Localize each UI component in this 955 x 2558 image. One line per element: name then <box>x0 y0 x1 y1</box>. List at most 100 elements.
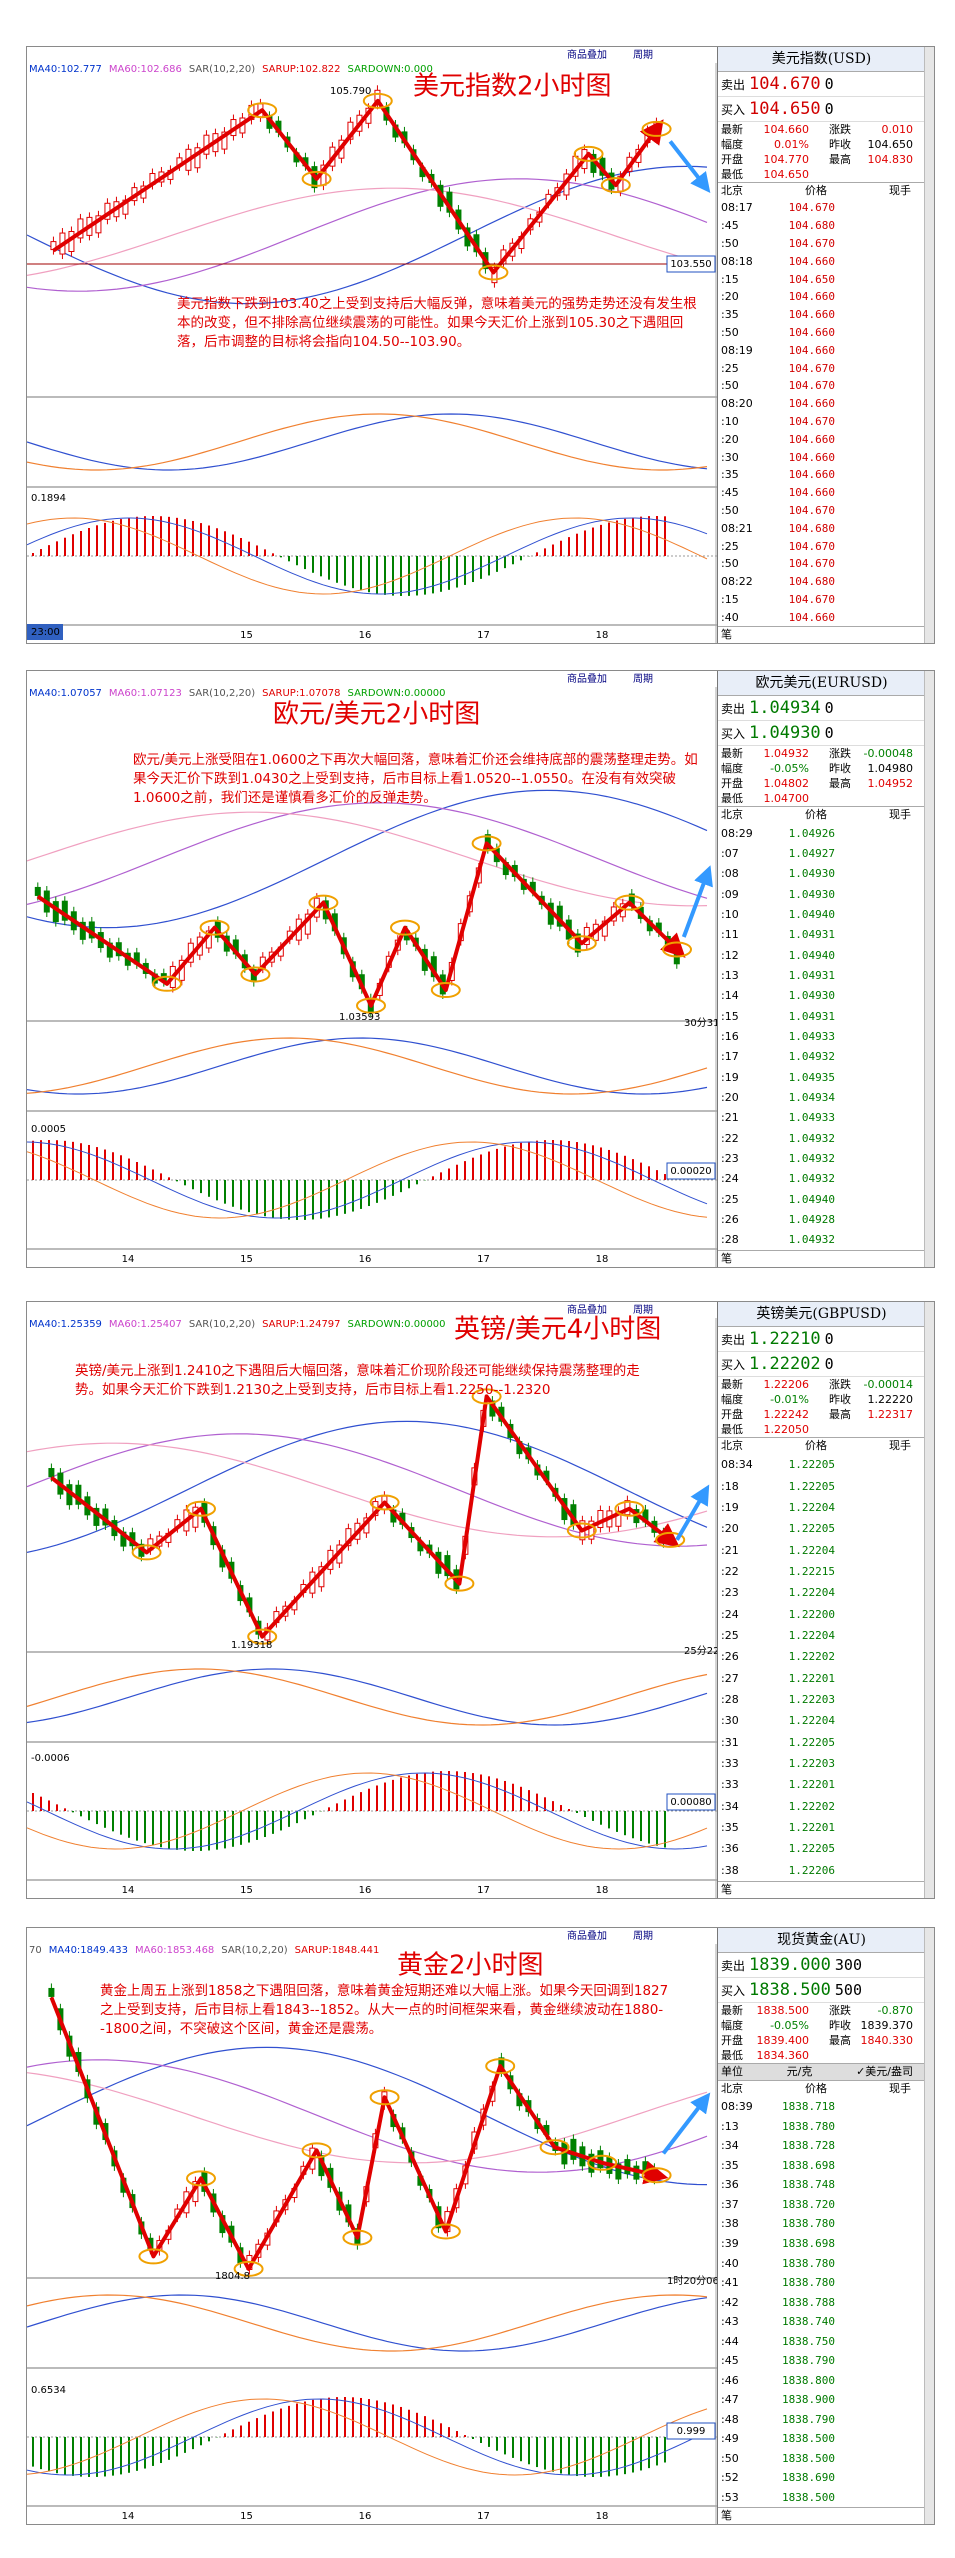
trade-price: 1.22201 <box>788 1778 835 1792</box>
unit-option[interactable]: ✓美元/盎司 <box>856 2065 913 2078</box>
trade-list: 08:17 104.670:45 104.680:50 104.670 08:18 104… <box>718 199 925 626</box>
trade-row: :07 1.04927 <box>718 843 925 863</box>
stat-row: 最新 104.660 涨跌 0.010 <box>718 122 925 137</box>
turning-point-circle <box>369 1494 400 1511</box>
price-box-value: 0.00020 <box>670 1166 711 1177</box>
trade-price: 104.660 <box>788 610 835 624</box>
trade-price: 1.04935 <box>788 1070 835 1084</box>
trade-price: 1.04927 <box>788 846 835 860</box>
trade-footer: 笔 <box>718 626 925 643</box>
toolbar-button[interactable]: 周期 <box>633 673 653 685</box>
trade-price: 104.670 <box>788 236 835 250</box>
forecast-arrow <box>675 1484 710 1541</box>
trade-row: :44 1838.750 <box>718 2331 925 2351</box>
toolbar-button[interactable]: 周期 <box>633 49 653 61</box>
trade-row: :25 1.04940 <box>718 1189 925 1209</box>
trade-row: 08:22 104.680 <box>718 573 925 591</box>
column-header: 价格 <box>805 184 827 197</box>
trade-time: 08:39 <box>721 2100 753 2114</box>
trade-price: 1.22202 <box>788 1799 835 1813</box>
analysis-note: 欧元/美元上涨受阻在1.0600之下再次大幅回落，意味着汇价还会维持底部的震荡整… <box>133 752 698 806</box>
trend-arrow <box>50 1394 680 1639</box>
trade-row: :21 1.04933 <box>718 1108 925 1128</box>
turning-point-circle <box>587 2154 618 2171</box>
stat-label: 最低 <box>721 1423 743 1436</box>
stat-value: -0.870 <box>877 2004 913 2017</box>
trade-row: :45 104.680 <box>718 217 925 235</box>
trade-row: :08 1.04930 <box>718 864 925 884</box>
trade-time: :13 <box>721 2119 739 2133</box>
trade-time: 08:17 <box>721 201 753 215</box>
trade-time: :49 <box>721 2432 739 2446</box>
indicator-value: SARDOWN:0.000 <box>348 64 433 75</box>
toolbar-button[interactable]: 周期 <box>633 1930 653 1942</box>
turning-point-circle <box>240 966 271 983</box>
trade-price: 1.04933 <box>788 1111 835 1125</box>
candle-body <box>34 886 41 896</box>
x-date-label: 17 <box>477 1885 490 1896</box>
trade-price: 1.04926 <box>788 826 835 840</box>
trade-price: 104.660 <box>788 486 835 500</box>
trade-row: :17 1.04932 <box>718 1047 925 1067</box>
trade-row: :28 1.22203 <box>718 1689 925 1710</box>
quote-label: 买入 <box>721 1358 746 1372</box>
oscillator-line <box>27 1037 708 1095</box>
column-header: 现手 <box>889 808 911 821</box>
stat-value: 1.22220 <box>867 1393 914 1406</box>
oscillator-scale: 0.0005 <box>31 1124 66 1135</box>
trade-row: :13 1.04931 <box>718 965 925 985</box>
trade-time: :39 <box>721 2236 739 2250</box>
trade-row: :19 1.04935 <box>718 1067 925 1087</box>
price-box <box>666 1793 716 1811</box>
trend-arrow <box>49 1996 669 2271</box>
trade-time: :50 <box>721 557 739 571</box>
quote-volume: 0 <box>824 699 834 717</box>
trade-row: :49 1838.500 <box>718 2429 925 2449</box>
stat-label: 开盘 <box>721 1408 743 1421</box>
trade-price: 104.650 <box>788 272 835 286</box>
x-date-label: 15 <box>240 1254 253 1265</box>
toolbar-button[interactable]: 商品叠加 <box>567 48 607 61</box>
trade-price: 1838.780 <box>782 2119 835 2133</box>
column-header: 现手 <box>889 2082 911 2095</box>
quote-label: 卖出 <box>721 702 746 716</box>
turning-point-circle <box>444 1575 475 1592</box>
trade-price: 104.660 <box>788 325 835 339</box>
trade-price: 1.04930 <box>788 989 835 1003</box>
candle-body <box>491 267 498 284</box>
column-header: 北京 <box>721 808 743 821</box>
quote-sell-row: 卖出 1.22210 0 <box>718 1327 925 1352</box>
stat-value: -0.05% <box>770 2019 809 2032</box>
quote-buy-row: 买入 1838.500 500 <box>718 1978 925 2003</box>
x-date-label: 14 <box>122 1254 135 1265</box>
x-date-label: 16 <box>359 1254 372 1265</box>
oscillator-line <box>27 413 708 471</box>
trade-time: :35 <box>721 1821 739 1835</box>
candle-body <box>221 131 228 150</box>
turning-point-circle <box>186 2170 216 2187</box>
analysis-note: 黄金上周五上涨到1858之下遇阻回落，意味着黄金短期还难以大幅上涨。如果今天回调… <box>100 1983 669 2037</box>
price-box-value: 103.550 <box>670 259 711 270</box>
trade-row: :11 1.04931 <box>718 925 925 945</box>
turning-point-circle <box>369 2089 400 2106</box>
column-header: 现手 <box>889 1439 911 1452</box>
moving-average-line <box>27 187 708 276</box>
trade-time: :40 <box>721 610 739 624</box>
toolbar-button[interactable]: 商品叠加 <box>567 1929 607 1942</box>
chart-title: 美元指数2小时图 <box>413 72 612 102</box>
toolbar-button[interactable]: 周期 <box>633 1304 653 1316</box>
column-header: 价格 <box>805 1439 827 1452</box>
trade-time: 08:29 <box>721 826 753 840</box>
quote-scrollbar <box>924 671 934 1267</box>
trade-row: :30 1.22204 <box>718 1710 925 1731</box>
stat-value: 1840.330 <box>860 2034 914 2047</box>
toolbar-button[interactable]: 商品叠加 <box>567 1303 607 1316</box>
x-date-label: 18 <box>596 1254 609 1265</box>
trade-row: :18 1.22205 <box>718 1475 925 1496</box>
unit-option[interactable]: 元/克 <box>786 2065 813 2078</box>
trade-time: :11 <box>721 928 739 942</box>
trade-row: :35 104.660 <box>718 466 925 484</box>
trade-time: :16 <box>721 1029 739 1043</box>
quote-name: 欧元美元(EURUSD) <box>718 671 925 696</box>
toolbar-button[interactable]: 商品叠加 <box>567 672 607 685</box>
